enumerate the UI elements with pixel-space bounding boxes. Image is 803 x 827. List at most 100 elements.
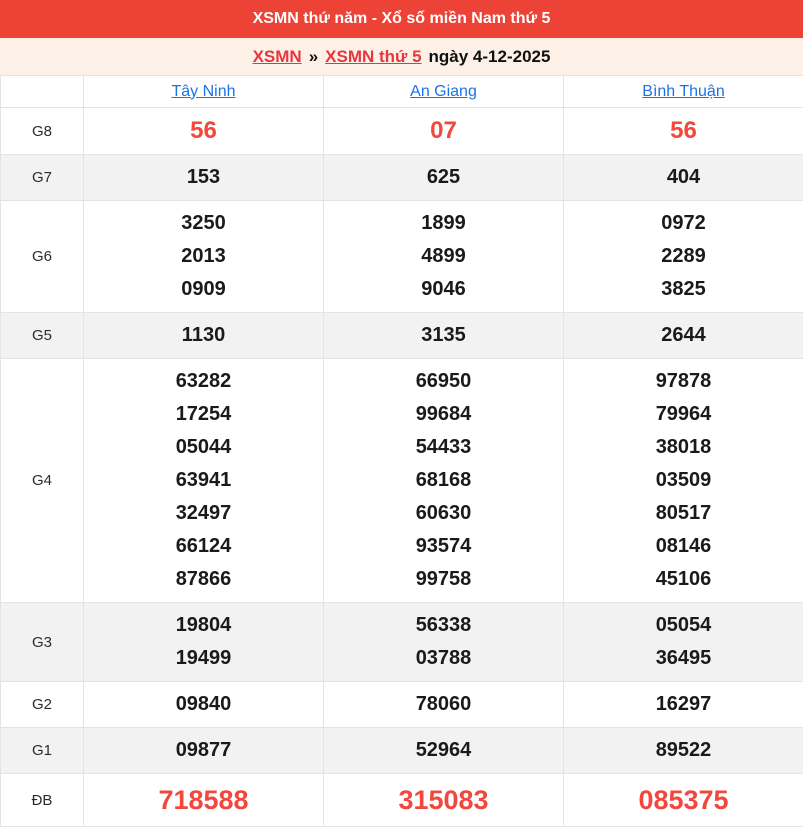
result-number: 68168 [324,464,563,497]
result-number: 99758 [324,563,563,596]
result-number: 78060 [324,688,563,721]
result-number: 1899 [324,207,563,240]
result-number: 09840 [84,688,323,721]
result-number: 19499 [84,642,323,675]
prize-label: G7 [1,155,84,201]
prize-label: G1 [1,728,84,774]
result-number: 153 [84,161,323,194]
result-number: 0972 [564,207,803,240]
prize-label: G8 [1,108,84,155]
prize-label: G5 [1,313,84,359]
result-number: 63282 [84,365,323,398]
result-number: 08146 [564,530,803,563]
result-cell: 085375 [564,774,803,827]
result-number: 4899 [324,240,563,273]
breadcrumb-date: ngày 4-12-2025 [429,47,551,67]
province-link-binh-thuan[interactable]: Bình Thuận [642,83,724,100]
prize-column-header-empty [1,76,84,108]
result-number: 2289 [564,240,803,273]
prize-label: G6 [1,201,84,313]
result-number: 97878 [564,365,803,398]
result-cell: 3135 [324,313,564,359]
province-link-tay-ninh[interactable]: Tây Ninh [171,83,235,100]
result-number: 87866 [84,563,323,596]
result-number: 625 [324,161,563,194]
result-cell: 1130 [84,313,324,359]
result-number: 9046 [324,273,563,306]
result-number: 45106 [564,563,803,596]
result-number: 0909 [84,273,323,306]
result-number: 315083 [324,780,563,820]
province-header-binh-thuan: Bình Thuận [564,76,803,108]
province-link-an-giang[interactable]: An Giang [410,83,477,100]
prize-label: G3 [1,603,84,682]
result-number: 99684 [324,398,563,431]
result-cell: 625 [324,155,564,201]
page-title-text: XSMN thứ năm - Xổ số miền Nam thứ 5 [253,10,551,28]
result-number: 03788 [324,642,563,675]
result-number: 16297 [564,688,803,721]
result-cell: 315083 [324,774,564,827]
result-number: 05044 [84,431,323,464]
result-number: 52964 [324,734,563,767]
prize-label: G2 [1,682,84,728]
result-number: 3825 [564,273,803,306]
result-cell: 2644 [564,313,803,359]
result-number: 36495 [564,642,803,675]
result-number: 03509 [564,464,803,497]
result-number: 63941 [84,464,323,497]
breadcrumb-separator: » [309,47,318,67]
province-header-an-giang: An Giang [324,76,564,108]
result-number: 17254 [84,398,323,431]
result-number: 09877 [84,734,323,767]
result-number: 89522 [564,734,803,767]
result-cell: 89522 [564,728,803,774]
page-title: XSMN thứ năm - Xổ số miền Nam thứ 5 [0,0,803,38]
province-header-tay-ninh: Tây Ninh [84,76,324,108]
result-number: 3135 [324,319,563,352]
result-number: 085375 [564,780,803,820]
prize-label: G4 [1,359,84,603]
breadcrumb-link-xsmn[interactable]: XSMN [253,47,302,67]
result-number: 56 [564,114,803,148]
result-number: 32497 [84,497,323,530]
result-number: 56338 [324,609,563,642]
result-cell: 52964 [324,728,564,774]
result-number: 60630 [324,497,563,530]
result-cell: 56 [564,108,803,155]
result-number: 93574 [324,530,563,563]
result-cell: 153 [84,155,324,201]
result-number: 79964 [564,398,803,431]
result-number: 1130 [84,319,323,352]
result-cell: 07 [324,108,564,155]
result-cell: 78060 [324,682,564,728]
result-number: 2644 [564,319,803,352]
result-number: 54433 [324,431,563,464]
result-number: 66124 [84,530,323,563]
result-cell: 09840 [84,682,324,728]
result-cell: 56 [84,108,324,155]
result-cell: 16297 [564,682,803,728]
breadcrumb-link-xsmn-thu-5[interactable]: XSMN thứ 5 [325,47,421,67]
prize-label: ĐB [1,774,84,827]
result-number: 66950 [324,365,563,398]
result-number: 404 [564,161,803,194]
